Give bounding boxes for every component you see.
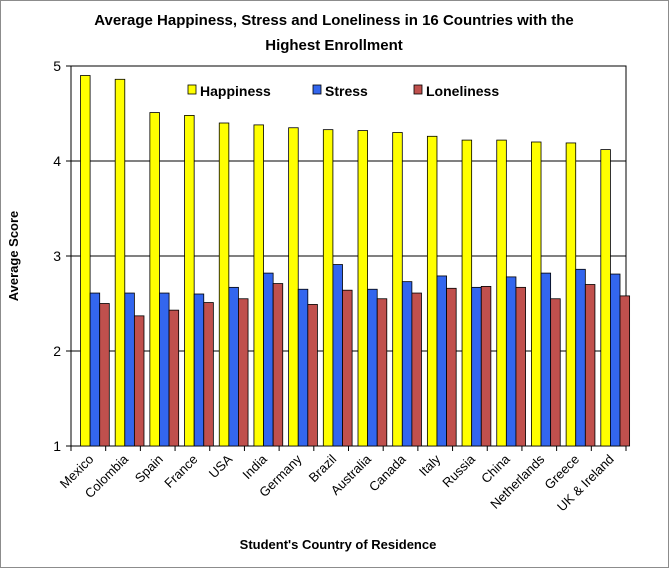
bar-happiness	[392, 132, 403, 447]
bar-stress	[263, 272, 274, 447]
bar-loneliness	[238, 298, 249, 447]
bar-stress	[89, 292, 101, 447]
bar-happiness	[426, 135, 438, 447]
legend-label-loneliness: Loneliness	[426, 83, 499, 99]
bar-loneliness	[376, 298, 388, 447]
legend-swatch-happiness	[187, 84, 197, 95]
bar-stress	[471, 286, 482, 447]
x-tick-label: France	[161, 452, 200, 491]
bar-loneliness	[168, 309, 180, 447]
bar-happiness	[149, 112, 160, 447]
bar-happiness	[357, 130, 369, 447]
bar-loneliness	[480, 285, 492, 447]
bar-happiness	[288, 127, 299, 447]
bar-stress	[505, 276, 517, 447]
bar-loneliness	[272, 283, 284, 447]
bar-loneliness	[99, 303, 110, 447]
chart-title-line-2: Highest Enrollment	[265, 37, 403, 54]
bar-happiness	[218, 122, 230, 447]
bar-stress	[297, 288, 309, 447]
bar-happiness	[531, 141, 542, 447]
bar-stress	[575, 268, 586, 447]
bar-stress	[124, 292, 135, 447]
legend-swatch-stress	[312, 84, 322, 95]
bar-stress	[401, 281, 413, 447]
bar-loneliness	[584, 284, 596, 447]
x-tick-label: India	[239, 451, 270, 482]
bar-happiness	[253, 124, 264, 447]
bar-stress	[540, 272, 552, 447]
legend-label-happiness: Happiness	[200, 83, 271, 99]
bar-stress	[436, 275, 447, 447]
bar-loneliness	[342, 289, 353, 447]
bar-stress	[367, 288, 378, 447]
bar-happiness	[600, 149, 611, 447]
bar-loneliness	[307, 304, 318, 447]
y-tick-label: 3	[53, 248, 61, 264]
chart-title-line-1: Average Happiness, Stress and Loneliness…	[94, 12, 574, 29]
bar-loneliness	[133, 315, 145, 447]
bar-happiness	[461, 139, 473, 447]
bar-stress	[193, 293, 205, 447]
bar-happiness	[80, 75, 91, 447]
x-tick-label: Italy	[416, 451, 444, 479]
bar-loneliness	[550, 298, 561, 447]
y-tick-label: 4	[53, 153, 61, 169]
x-axis-title: Student's Country of Residence	[240, 537, 437, 552]
y-tick-label: 1	[53, 438, 61, 454]
bar-happiness	[565, 142, 577, 447]
bar-loneliness	[411, 292, 422, 447]
bar-loneliness	[203, 302, 214, 447]
legend-swatch-loneliness	[413, 84, 423, 95]
bar-loneliness	[515, 286, 526, 447]
legend: Happiness Stress Loneliness	[187, 83, 499, 99]
legend-label-stress: Stress	[325, 83, 368, 99]
x-tick-label: Russia	[439, 451, 478, 490]
bar-loneliness	[619, 295, 631, 447]
y-axis-title: Average Score	[6, 211, 21, 302]
bar-loneliness	[446, 287, 457, 447]
y-tick-label: 2	[53, 343, 61, 359]
bar-stress	[610, 273, 621, 447]
y-tick-label: 5	[53, 58, 61, 74]
bar-stress	[159, 292, 170, 447]
bar-happiness	[496, 139, 507, 447]
bar-stress	[228, 286, 239, 447]
x-tick-label: Canada	[366, 451, 409, 494]
bar-happiness	[322, 129, 334, 447]
x-tick-label: USA	[206, 451, 236, 481]
bar-stress	[332, 264, 343, 447]
bar-happiness	[114, 78, 126, 447]
bar-happiness	[184, 115, 195, 447]
